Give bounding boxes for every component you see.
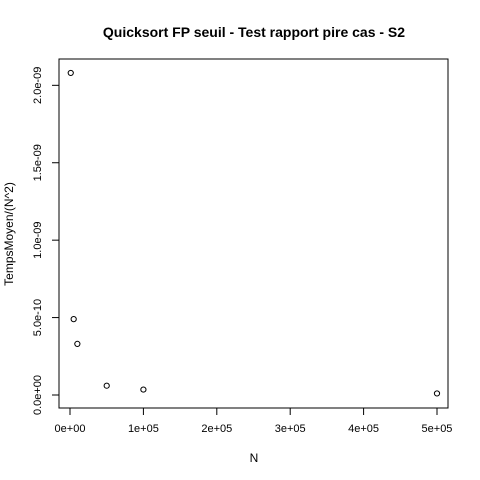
x-axis-label: N bbox=[250, 451, 259, 465]
data-points bbox=[67, 69, 441, 397]
y-tick-label: 5.0e-10 bbox=[32, 299, 44, 336]
y-tick-label: 0.0e+00 bbox=[32, 375, 44, 415]
y-axis: 0.0e+00 5.0e-10 1.0e-09 1.5e-09 2.0e-09 bbox=[32, 67, 60, 415]
x-tick-label: 2e+05 bbox=[201, 423, 232, 435]
plot-frame bbox=[58, 58, 449, 409]
data-point bbox=[70, 316, 77, 323]
x-tick-label: 0e+00 bbox=[55, 423, 86, 435]
data-point bbox=[433, 390, 441, 397]
x-tick-label: 5e+05 bbox=[422, 423, 453, 435]
x-tick-label: 1e+05 bbox=[128, 423, 159, 435]
data-point bbox=[103, 382, 110, 389]
x-tick-label: 4e+05 bbox=[348, 423, 379, 435]
y-tick-label: 1.5e-09 bbox=[32, 144, 44, 181]
data-point bbox=[67, 69, 74, 77]
data-point bbox=[74, 340, 81, 347]
y-axis-label: TempsMoyen/(N^2) bbox=[2, 182, 16, 286]
data-point bbox=[140, 386, 147, 393]
chart-title: Quicksort FP seuil - Test rapport pire c… bbox=[103, 24, 405, 40]
x-axis: 0e+00 1e+05 2e+05 3e+05 4e+05 5e+05 bbox=[55, 407, 453, 435]
y-tick-label: 2.0e-09 bbox=[32, 67, 44, 104]
y-tick-label: 1.0e-09 bbox=[32, 222, 44, 259]
x-tick-label: 3e+05 bbox=[275, 423, 306, 435]
